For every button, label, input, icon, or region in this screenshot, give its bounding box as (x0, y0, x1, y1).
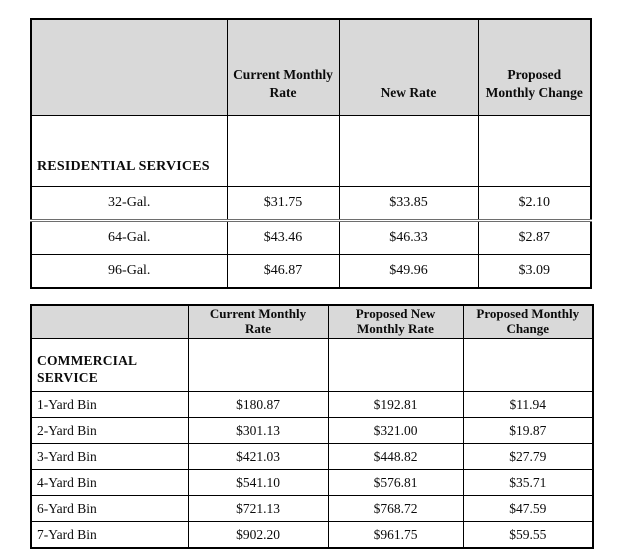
current-rate-value: $902.20 (187, 521, 329, 549)
current-rate-value: $541.10 (187, 469, 329, 496)
row-label: 3-Yard Bin (30, 443, 189, 470)
commercial-section-row: COMMERCIAL SERVICE (30, 338, 594, 392)
new-rate-value: $33.85 (338, 186, 479, 221)
residential-header-row: Current Monthly Rate New Rate Proposed M… (30, 18, 592, 116)
current-rate-value: $43.46 (226, 219, 340, 255)
column-header-current-monthly-rate: Current Monthly Rate (226, 18, 340, 116)
empty-cell (338, 115, 479, 187)
new-rate-value: $49.96 (338, 254, 479, 289)
section-label-commercial-service: COMMERCIAL SERVICE (30, 338, 189, 392)
column-header-proposed-new-monthly-rate: Proposed New Monthly Rate (327, 304, 464, 339)
current-rate-value: $721.13 (187, 495, 329, 522)
row-label: 64-Gal. (30, 219, 228, 255)
residential-section-row: RESIDENTIAL SERVICES (30, 115, 592, 187)
table-row-4-yard-bin: 4-Yard Bin $541.10 $576.81 $35.71 (30, 469, 594, 496)
row-label: 4-Yard Bin (30, 469, 189, 496)
empty-cell (327, 338, 464, 392)
change-value: $11.94 (462, 391, 594, 418)
row-label: 32-Gal. (30, 186, 228, 221)
current-rate-value: $31.75 (226, 186, 340, 221)
current-rate-value: $421.03 (187, 443, 329, 470)
commercial-rates-table: Current Monthly Rate Proposed New Monthl… (30, 304, 594, 549)
table-row-2-yard-bin: 2-Yard Bin $301.13 $321.00 $19.87 (30, 417, 594, 444)
table-row-6-yard-bin: 6-Yard Bin $721.13 $768.72 $47.59 (30, 495, 594, 522)
column-header-new-rate: New Rate (338, 18, 479, 116)
change-value: $2.87 (477, 219, 592, 255)
row-label: 1-Yard Bin (30, 391, 189, 418)
new-rate-value: $768.72 (327, 495, 464, 522)
table-row-32-gal: 32-Gal. $31.75 $33.85 $2.10 (30, 186, 592, 221)
change-value: $35.71 (462, 469, 594, 496)
row-label: 7-Yard Bin (30, 521, 189, 549)
commercial-header-row: Current Monthly Rate Proposed New Monthl… (30, 304, 594, 339)
row-label: 96-Gal. (30, 254, 228, 289)
current-rate-value: $301.13 (187, 417, 329, 444)
empty-cell (187, 338, 329, 392)
column-header-current-monthly-rate: Current Monthly Rate (187, 304, 329, 339)
empty-cell (477, 115, 592, 187)
table-row-64-gal: 64-Gal. $43.46 $46.33 $2.87 (30, 219, 592, 255)
new-rate-value: $576.81 (327, 469, 464, 496)
table-row-3-yard-bin: 3-Yard Bin $421.03 $448.82 $27.79 (30, 443, 594, 470)
new-rate-value: $448.82 (327, 443, 464, 470)
change-value: $3.09 (477, 254, 592, 289)
new-rate-value: $192.81 (327, 391, 464, 418)
new-rate-value: $961.75 (327, 521, 464, 549)
change-value: $47.59 (462, 495, 594, 522)
empty-header-cell (30, 18, 228, 116)
current-rate-value: $180.87 (187, 391, 329, 418)
column-header-proposed-monthly-change: Proposed Monthly Change (462, 304, 594, 339)
table-row-1-yard-bin: 1-Yard Bin $180.87 $192.81 $11.94 (30, 391, 594, 418)
change-value: $19.87 (462, 417, 594, 444)
change-value: $59.55 (462, 521, 594, 549)
current-rate-value: $46.87 (226, 254, 340, 289)
section-label-residential-services: RESIDENTIAL SERVICES (30, 115, 228, 187)
empty-cell (462, 338, 594, 392)
column-header-proposed-monthly-change: Proposed Monthly Change (477, 18, 592, 116)
empty-cell (226, 115, 340, 187)
residential-rates-table: Current Monthly Rate New Rate Proposed M… (30, 18, 592, 289)
table-row-7-yard-bin: 7-Yard Bin $902.20 $961.75 $59.55 (30, 521, 594, 549)
new-rate-value: $321.00 (327, 417, 464, 444)
table-row-96-gal: 96-Gal. $46.87 $49.96 $3.09 (30, 254, 592, 289)
change-value: $2.10 (477, 186, 592, 221)
new-rate-value: $46.33 (338, 219, 479, 255)
row-label: 2-Yard Bin (30, 417, 189, 444)
change-value: $27.79 (462, 443, 594, 470)
empty-header-cell (30, 304, 189, 339)
row-label: 6-Yard Bin (30, 495, 189, 522)
